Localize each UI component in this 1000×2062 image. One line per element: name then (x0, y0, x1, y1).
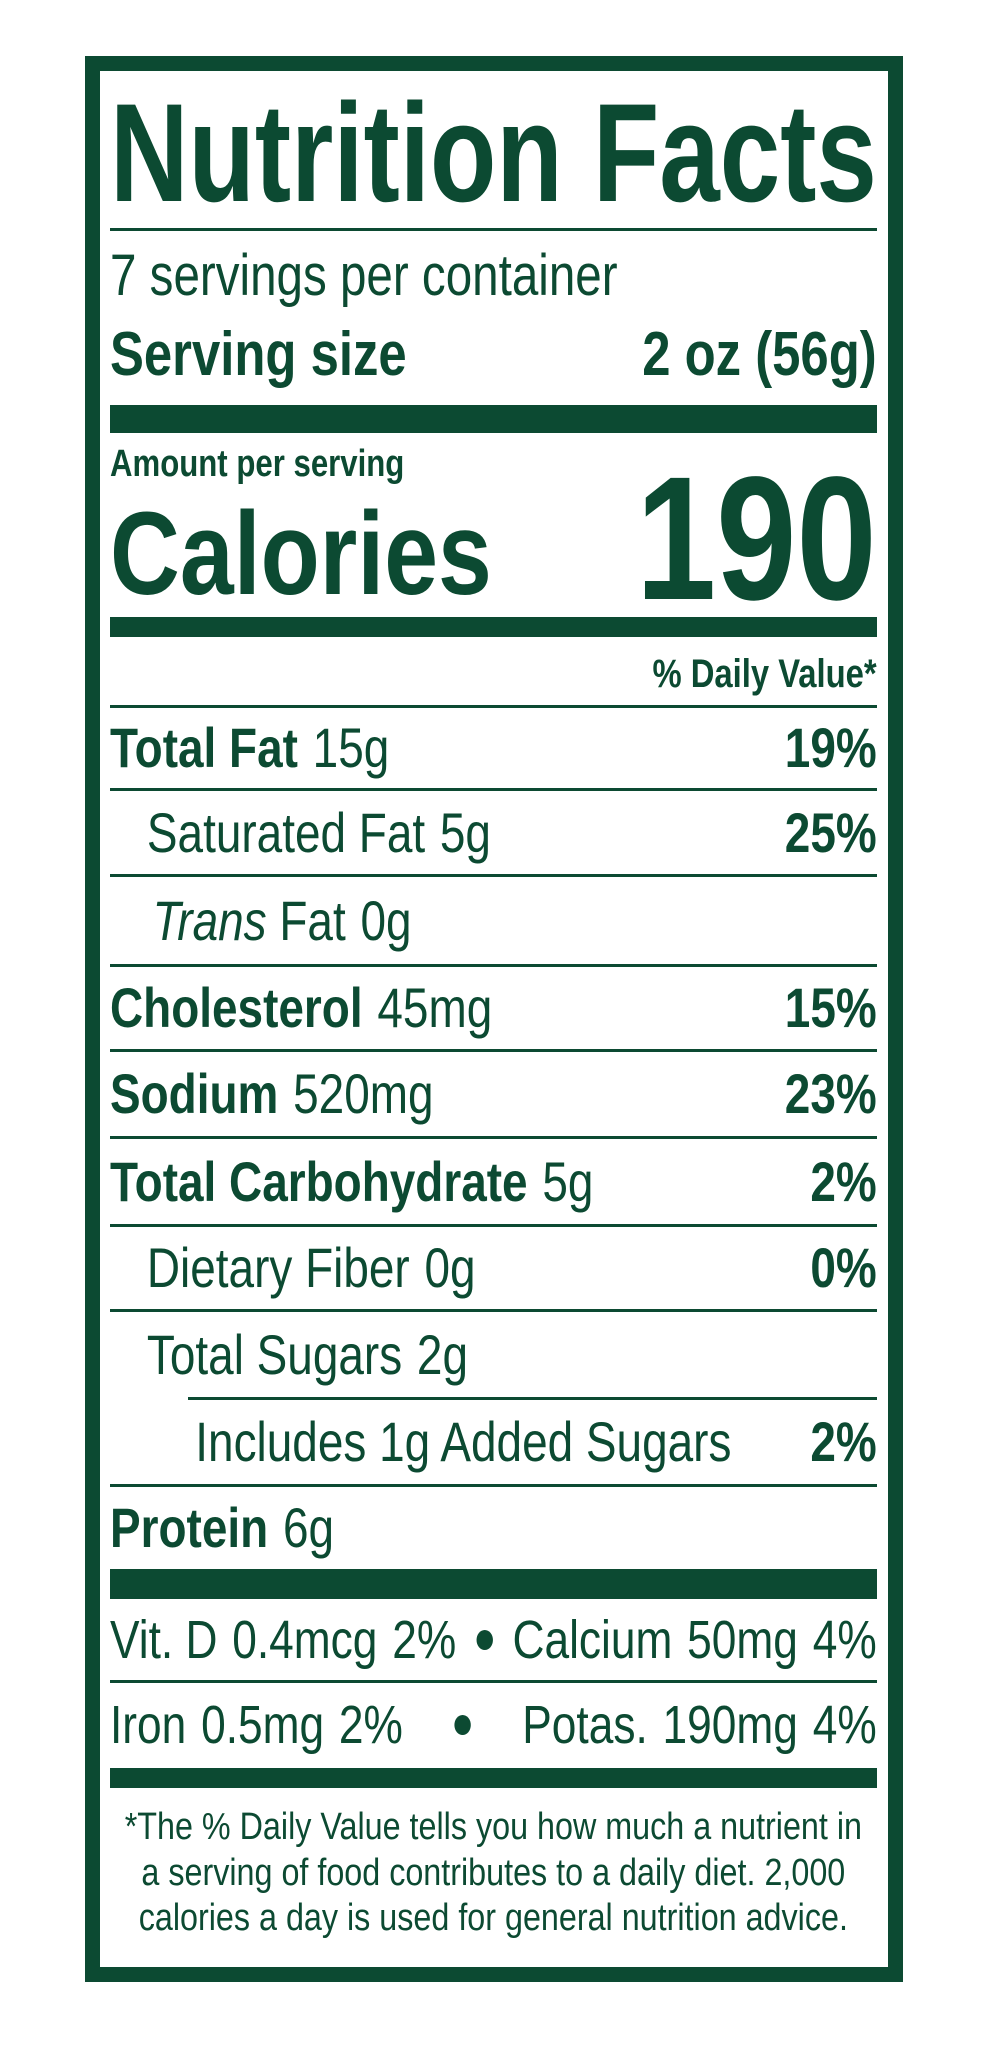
micronutrient-row: Iron 0.5mg 2% Potas. 190mg 4% (110, 1681, 877, 1768)
nutrient-amount: 2g (416, 1322, 468, 1386)
rule (110, 1309, 877, 1312)
micronutrient-dv: 4% (812, 1610, 877, 1670)
nutrient-amount: 520mg (293, 1062, 434, 1125)
rule (110, 1484, 877, 1487)
nutrient-row: Trans Fat 0g (110, 875, 877, 965)
nutrient-name: Dietary Fiber (146, 1236, 410, 1299)
dv-header: % Daily Value* (652, 651, 877, 696)
rule (110, 1680, 877, 1683)
nutrient-name: Sodium (110, 1062, 279, 1125)
micronutrient-name: Vit. D (110, 1610, 218, 1670)
nutrient-row: Dietary Fiber 0g 0% (110, 1225, 877, 1310)
micronutrient-amount: 0.5mg (201, 1694, 325, 1755)
micronutrient-dv: 2% (392, 1610, 457, 1670)
medium-bar (110, 1768, 877, 1788)
bullet (454, 1714, 471, 1735)
rule (110, 1049, 877, 1052)
micronutrient-name: Iron (110, 1694, 187, 1755)
nutrient-row: Includes 1g Added Sugars 2% (110, 1398, 877, 1485)
serving-size-value: 2 oz (56g) (642, 319, 877, 389)
nutrient-dv: 2% (810, 1149, 877, 1213)
rule (110, 964, 877, 967)
micronutrient-dv: 4% (812, 1694, 877, 1755)
rule (110, 788, 877, 791)
amount-row: Amount per serving (110, 442, 877, 486)
rule (188, 1397, 877, 1400)
rule (110, 874, 877, 877)
micronutrient-row: Vit. D 0.4mcg 2% Calcium 50mg 4% (110, 1599, 877, 1681)
bullet (476, 1630, 493, 1650)
thick-bar (110, 405, 877, 433)
nutrient-amount: 5g (439, 800, 491, 864)
thick-bar (110, 1569, 877, 1599)
nutrient-row: Total Carbohydrate 5g 2% (110, 1137, 877, 1225)
nutrient-row: Cholesterol 45mg 15% (110, 965, 877, 1050)
calories-value: 190 (635, 441, 877, 637)
micronutrient-amount: 190mg (662, 1694, 798, 1755)
medium-bar (110, 617, 877, 637)
calories-label: Calories (110, 488, 492, 620)
servings-row: 7 servings per container (110, 240, 877, 310)
nutrient-row: Protein 6g (110, 1485, 877, 1569)
nutrient-amount: 6g (282, 1495, 335, 1559)
servings: 7 servings per container (110, 242, 618, 308)
nutrient-amount: 15g (312, 716, 390, 779)
nutrient-dv: 25% (784, 800, 877, 864)
label-border (85, 56, 903, 1982)
nutrient-amount: 5g (542, 1149, 594, 1213)
nutrient-row: Sodium 520mg 23% (110, 1050, 877, 1137)
nutrient-dv: 19% (784, 716, 877, 779)
serving-size-label: Serving size (110, 319, 407, 389)
footnote-line: calories a day is used for general nutri… (138, 1897, 848, 1939)
rule (110, 1224, 877, 1227)
micronutrient-dv: 2% (338, 1694, 403, 1755)
rule (110, 228, 877, 231)
nutrient-name: Total Carbohydrate (110, 1149, 528, 1213)
nutrient-amount: 0g (360, 888, 412, 952)
amount-label: Amount per serving (110, 442, 405, 485)
rule (110, 705, 877, 708)
micronutrient-amount: 0.4mcg (232, 1610, 378, 1670)
nutrient-dv: 23% (784, 1062, 877, 1125)
title: Nutrition Facts (110, 74, 877, 231)
nutrient-name: Includes 1g Added Sugars (195, 1410, 732, 1473)
nutrient-row: Saturated Fat 5g 25% (110, 789, 877, 875)
nutrient-amount: 45mg (377, 976, 493, 1039)
nutrient-dv: 15% (784, 976, 877, 1039)
nutrient-dv: 2% (810, 1410, 877, 1473)
nutrient-amount: 0g (424, 1236, 476, 1299)
serving-size-row: Serving size 2 oz (56g) (110, 316, 877, 392)
footnote-line: *The % Daily Value tells you how much a … (124, 1806, 862, 1848)
nutrient-name: Saturated Fat (146, 800, 426, 864)
nutrient-row: Total Sugars 2g (110, 1310, 877, 1398)
micronutrient-name: Calcium (512, 1610, 673, 1670)
nutrient-name: Protein (110, 1495, 269, 1559)
nutrient-dv: 0% (810, 1236, 877, 1299)
nutrient-name: Total Sugars (146, 1322, 403, 1386)
micronutrient-name: Potas. (522, 1694, 648, 1755)
calories-row: Calories 190 (110, 441, 877, 637)
nutrient-name: Cholesterol (110, 976, 363, 1039)
nutrient-name-italic: Trans (152, 888, 267, 952)
dv-header-row: % Daily Value* (110, 646, 877, 702)
nutrient-name: Total Fat (110, 716, 298, 779)
micronutrient-amount: 50mg (687, 1610, 798, 1670)
nutrient-row: Total Fat 15g 19% (110, 706, 877, 789)
rule (110, 1136, 877, 1139)
footnote-line: a serving of food contributes to a daily… (141, 1852, 846, 1894)
nutrient-name: Fat (279, 888, 346, 952)
